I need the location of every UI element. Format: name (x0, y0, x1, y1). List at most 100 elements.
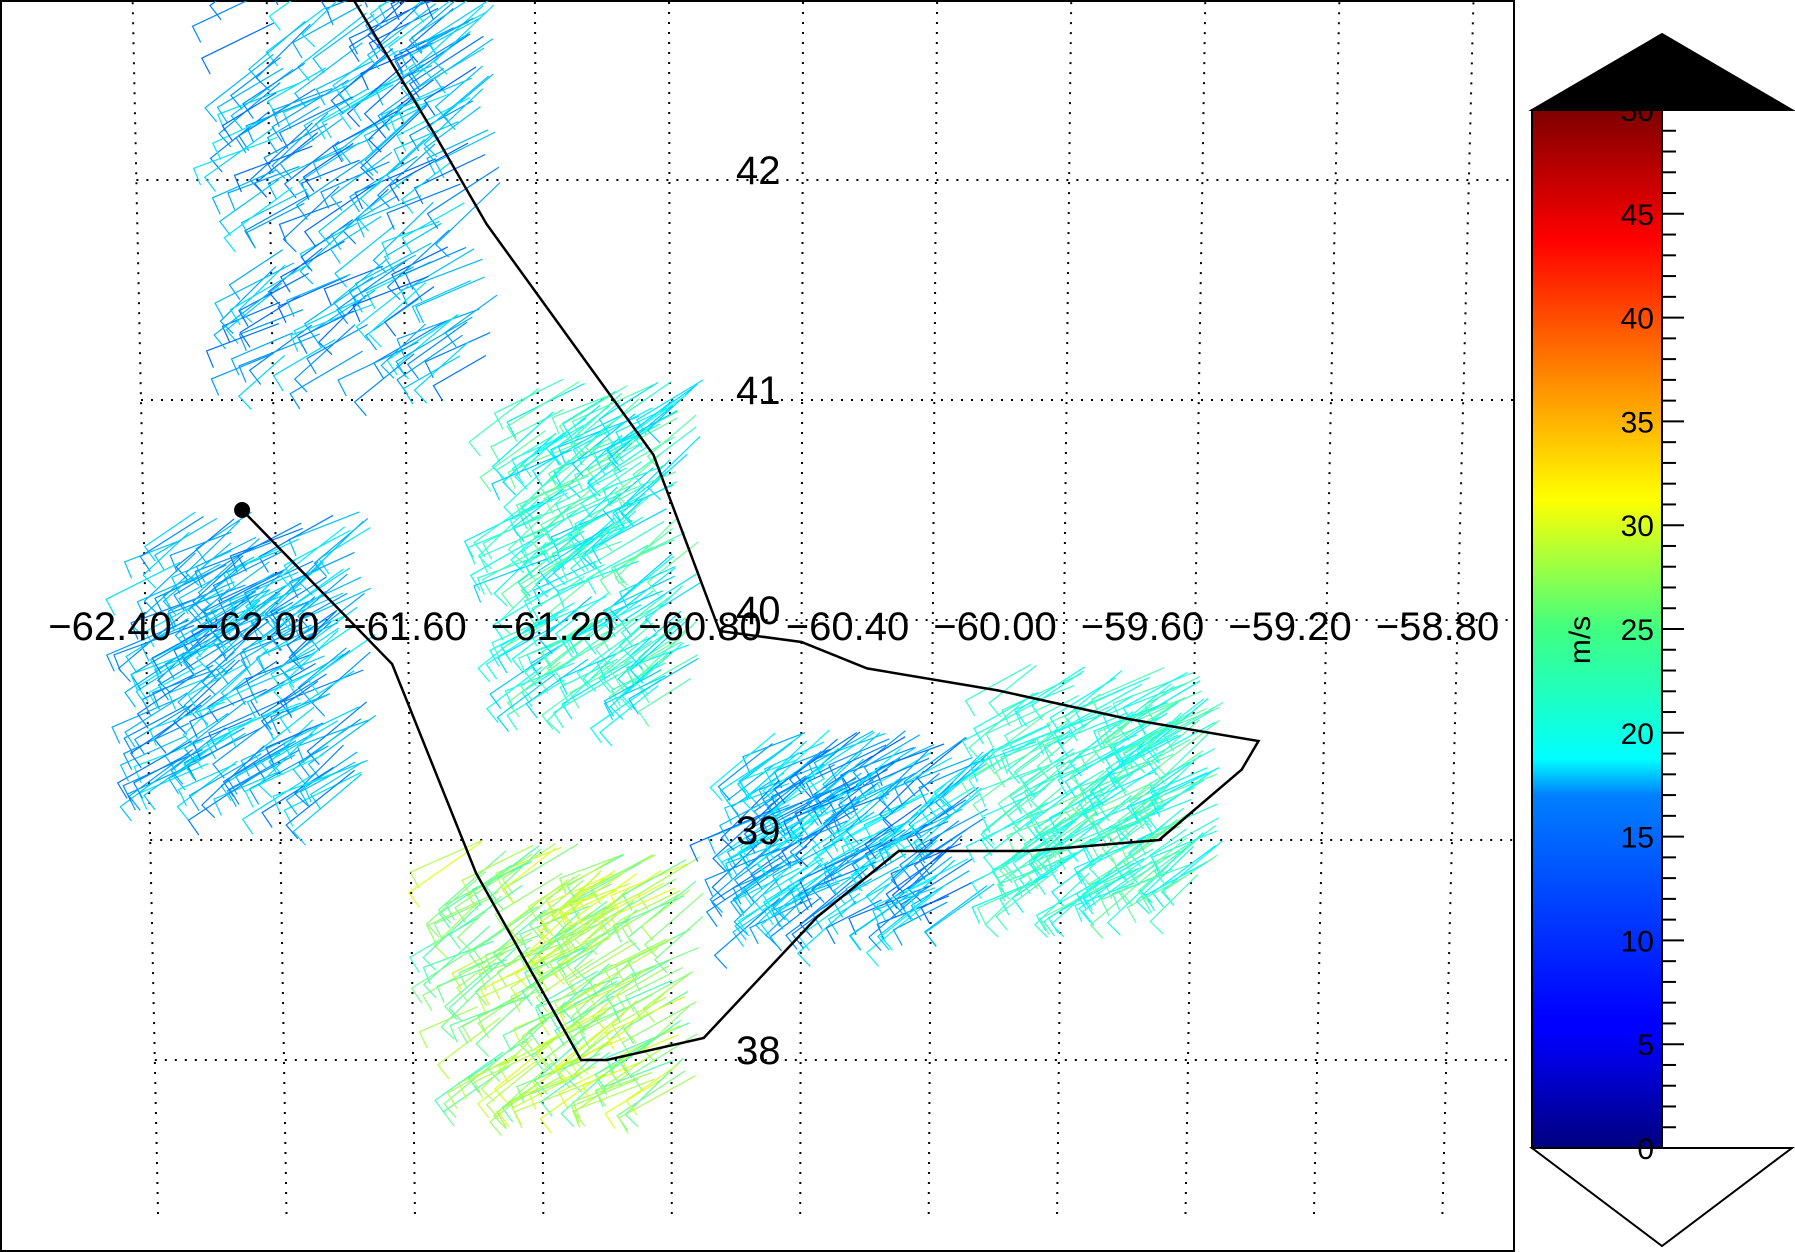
wind-barb (482, 513, 542, 560)
wind-barb (243, 560, 314, 610)
wind-barb (446, 1052, 519, 1109)
wind-barb (756, 814, 818, 878)
wind-barb (283, 141, 340, 199)
wind-barb (1062, 757, 1130, 824)
wind-barb (250, 568, 320, 619)
colorbar-tick-label: 35 (1621, 406, 1654, 439)
wind-barb (619, 1019, 682, 1079)
wind-barb (506, 381, 580, 442)
wind-barb (1057, 747, 1117, 796)
wind-barb (553, 964, 613, 1018)
wind-barb (248, 324, 312, 385)
wind-barb (732, 853, 795, 914)
wind-barb (614, 452, 663, 508)
wind-barb (401, 202, 465, 254)
wind-barb (535, 970, 599, 1022)
wind-barb (602, 464, 665, 507)
wind-barb (566, 492, 621, 556)
wind-barb (538, 937, 611, 992)
wind-barb (1151, 719, 1200, 775)
wind-barb (123, 705, 187, 755)
wind-barb (725, 834, 804, 881)
wind-barb (339, 63, 415, 130)
wind-barb (242, 624, 300, 667)
wind-barb (413, 340, 470, 404)
wind-barb (473, 554, 559, 603)
wind-barb (1051, 789, 1125, 849)
wind-barb (363, 69, 414, 128)
wind-barb (783, 796, 844, 839)
wind-barb (265, 6, 327, 67)
wind-barb (546, 660, 610, 734)
wind-barb (167, 581, 235, 628)
wind-barb (156, 630, 210, 694)
wind-barb (204, 589, 270, 632)
wind-barb (610, 887, 676, 934)
wind-barb (910, 870, 970, 921)
wind-barb (486, 1023, 541, 1083)
wind-barb (1049, 677, 1117, 734)
wind-barb (497, 1060, 571, 1127)
wind-barb (192, 555, 244, 615)
wind-barb (518, 478, 576, 521)
wind-barb (822, 732, 881, 798)
wind-barb (303, 759, 368, 803)
wind-barb (794, 731, 858, 789)
wind-barb (271, 87, 333, 128)
wind-barb (599, 685, 659, 747)
wind-barb (712, 797, 780, 872)
wind-barb (598, 640, 653, 694)
wind-barb (776, 772, 848, 844)
wind-barb (789, 787, 843, 844)
wind-barb (981, 787, 1037, 846)
wind-barb (270, 576, 327, 628)
wind-barb (1082, 867, 1140, 915)
wind-barb (631, 946, 700, 992)
wind-barb (474, 946, 531, 1006)
wind-barb (147, 663, 203, 709)
wind-barb (289, 350, 363, 410)
wind-barb (226, 538, 299, 589)
wind-barb (1040, 693, 1101, 756)
wind-barb (494, 872, 563, 930)
wind-barb (827, 883, 890, 935)
wind-barb (1030, 812, 1096, 872)
wind-barb (894, 805, 952, 859)
wind-barb (373, 79, 434, 139)
wind-barb (511, 417, 587, 484)
wind-barb (626, 641, 682, 687)
wind-barb (226, 754, 296, 807)
wind-barb (799, 867, 869, 939)
wind-barb (440, 979, 490, 1040)
wind-barb (554, 592, 610, 648)
wind-barb (473, 1046, 548, 1099)
wind-barb (933, 748, 993, 807)
wind-barb (266, 67, 327, 117)
wind-barb (1112, 712, 1168, 763)
wind-barb (195, 511, 252, 564)
wind-barb (352, 266, 414, 313)
wind-barb (1149, 817, 1219, 872)
wind-barb (479, 430, 546, 492)
wind-barb (835, 779, 899, 845)
wind-barb (973, 691, 1039, 745)
wind-barb (630, 1033, 698, 1090)
wind-barb (920, 875, 986, 924)
wind-barb (606, 590, 664, 631)
wind-barb (307, 714, 377, 779)
wind-barb (1149, 709, 1214, 762)
wind-barb (426, 129, 489, 175)
wind-barb (591, 508, 667, 565)
wind-barb (206, 660, 278, 723)
wind-barb (241, 772, 317, 835)
wind-barb (485, 628, 541, 680)
wind-barb (229, 527, 303, 573)
wind-barb (764, 777, 826, 831)
wind-barb (837, 757, 901, 820)
wind-barb (400, 258, 483, 308)
colorbar-tick-label: 10 (1621, 925, 1654, 958)
wind-barb (620, 573, 697, 638)
wind-barb (535, 958, 594, 1013)
wind-barb (1081, 747, 1147, 806)
wind-barb (611, 979, 672, 1023)
